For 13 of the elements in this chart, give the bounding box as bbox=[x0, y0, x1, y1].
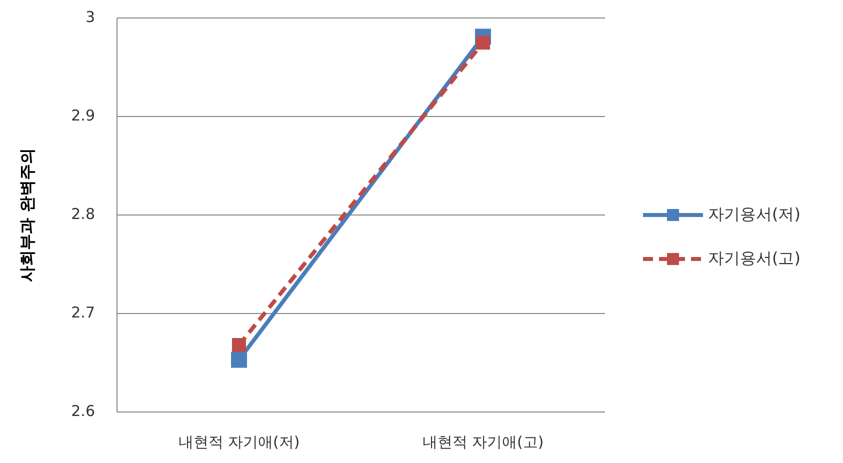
point bbox=[476, 36, 490, 50]
y-tick-label: 2.8 bbox=[71, 205, 95, 224]
y-axis-title: 사회부과 완벽주의 bbox=[17, 148, 36, 282]
y-tick-label: 2.6 bbox=[71, 402, 95, 420]
legend-label: 자기용서(고) bbox=[708, 248, 800, 268]
y-tick-label: 2.9 bbox=[71, 106, 95, 125]
y-tick-label: 2.7 bbox=[71, 304, 95, 322]
x-tick-label: 내현적 자기애(저) bbox=[178, 433, 300, 451]
legend-label: 자기용서(저) bbox=[708, 204, 800, 224]
point bbox=[231, 352, 247, 368]
point bbox=[232, 338, 246, 352]
y-tick-label: 3 bbox=[85, 8, 95, 26]
x-tick-label: 내현적 자기애(고) bbox=[422, 433, 544, 451]
